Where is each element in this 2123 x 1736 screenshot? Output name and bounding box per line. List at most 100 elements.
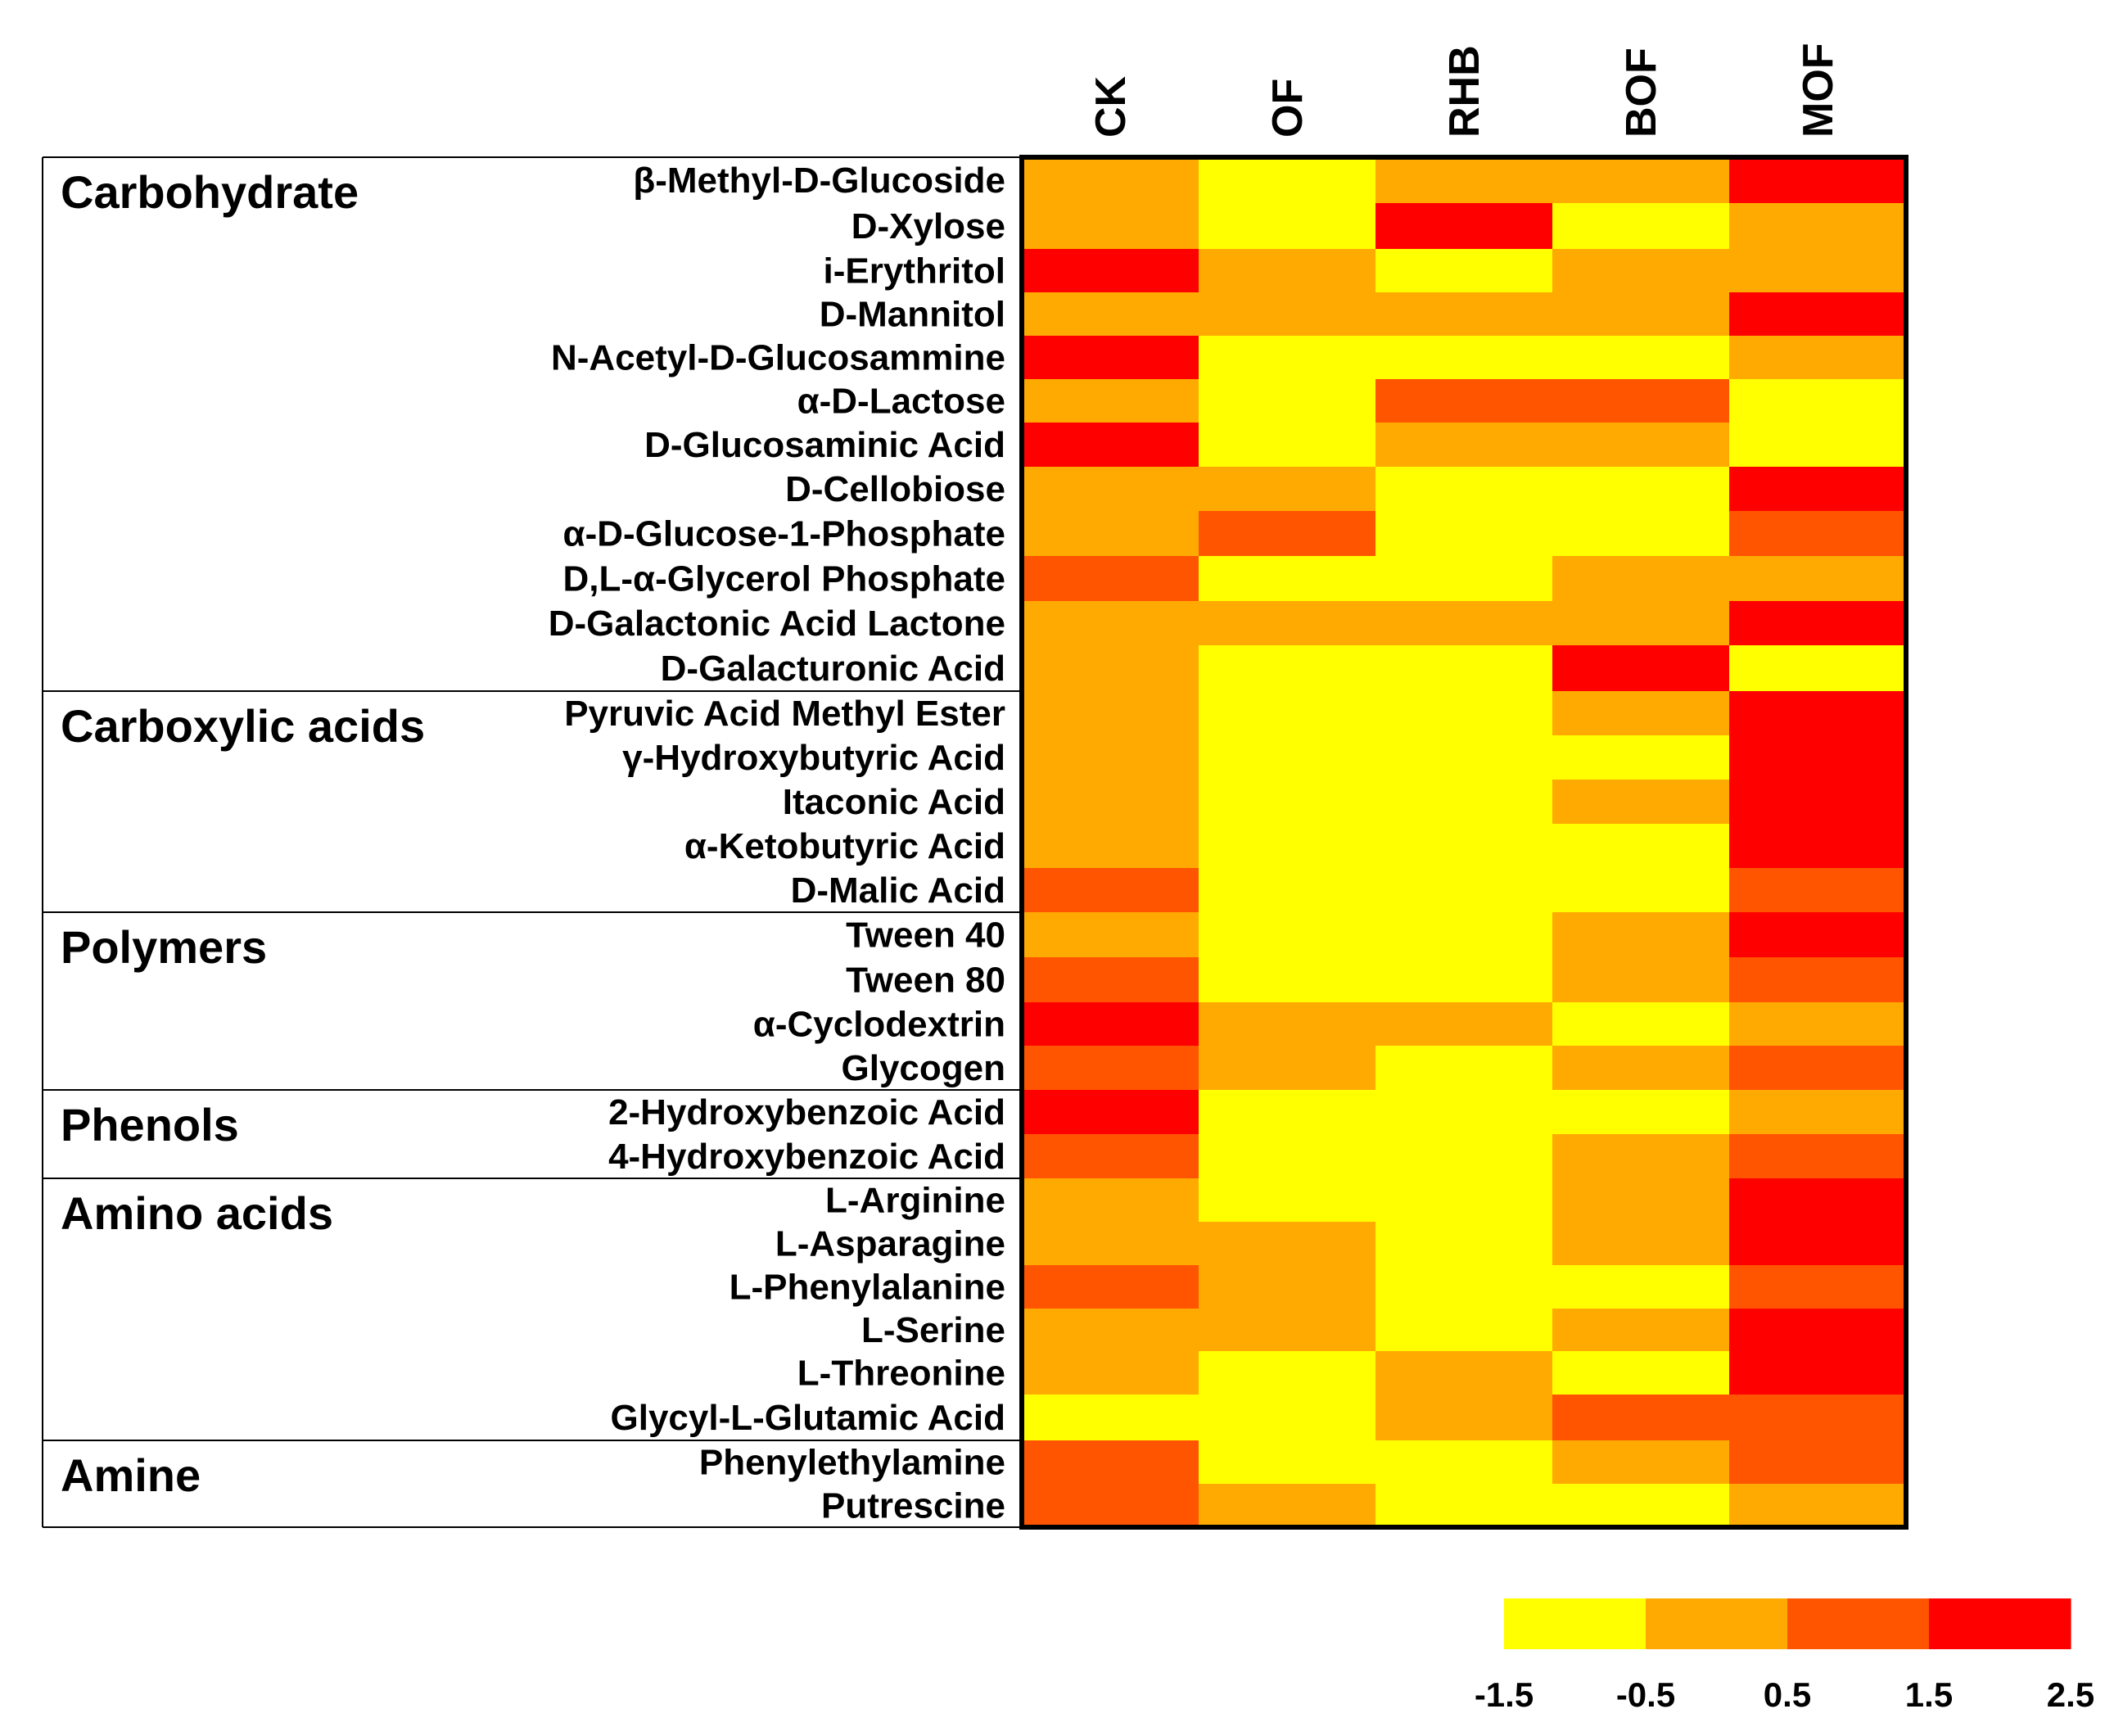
cell-d-lactose-ck bbox=[1022, 379, 1199, 423]
cell-l-asparagine-mof bbox=[1729, 1222, 1907, 1266]
row-label: L-Asparagine bbox=[775, 1224, 1005, 1264]
cell-glycyl-l-glutamic-acid-rhb bbox=[1375, 1395, 1553, 1441]
cell-l-threonine-mof bbox=[1729, 1351, 1907, 1395]
cell-cyclodextrin-rhb bbox=[1375, 1002, 1553, 1047]
cell-l-asparagine-ck bbox=[1022, 1222, 1199, 1266]
column-label-bof: BOF bbox=[1618, 47, 1665, 138]
cell-l-arginine-ck bbox=[1022, 1178, 1199, 1223]
cell-d-malic-acid-bof bbox=[1552, 868, 1730, 913]
cell-d-lactose-bof bbox=[1552, 379, 1730, 423]
cell-d-xylose-rhb bbox=[1375, 203, 1553, 250]
colorbar-tick-label: -1.5 bbox=[1475, 1675, 1534, 1714]
cell-d-malic-acid-ck bbox=[1022, 868, 1199, 913]
cell-l-arginine-bof bbox=[1552, 1178, 1730, 1223]
cell-l-phenylalanine-rhb bbox=[1375, 1265, 1553, 1309]
cell-d-l-glycerol-phosphate-mof bbox=[1729, 556, 1907, 602]
cell-tween-80-of bbox=[1199, 957, 1376, 1003]
cell-putrescine-of bbox=[1199, 1484, 1376, 1528]
group-label-panel: Carbohydrate Carboxylic acids Polymers Phen… bbox=[42, 156, 1019, 1528]
row-label: D-Galacturonic Acid bbox=[661, 649, 1005, 689]
cell-cyclodextrin-ck bbox=[1022, 1002, 1199, 1047]
column-label-of: OF bbox=[1264, 79, 1312, 138]
row-label: D-Xylose bbox=[851, 206, 1005, 246]
group-label-amine: Amine bbox=[61, 1449, 201, 1501]
cell-d-mannitol-bof bbox=[1552, 292, 1730, 337]
group-label-amino-acids: Amino acids bbox=[61, 1187, 333, 1239]
cell-4-hydroxybenzoic-acid-mof bbox=[1729, 1134, 1907, 1179]
cell-d-galactonic-acid-lactone-rhb bbox=[1375, 601, 1553, 646]
row-label: D-Mannitol bbox=[820, 295, 1005, 335]
row-label: Phenylethylamine bbox=[699, 1443, 1005, 1483]
cell-d-glucose-1-phosphate-ck bbox=[1022, 511, 1199, 557]
cell-l-threonine-bof bbox=[1552, 1351, 1730, 1395]
cell-d-galactonic-acid-lactone-bof bbox=[1552, 601, 1730, 646]
row-label: Itaconic Acid bbox=[783, 782, 1005, 822]
cell-ketobutyric-acid-mof bbox=[1729, 824, 1907, 869]
cell-2-hydroxybenzoic-acid-bof bbox=[1552, 1090, 1730, 1135]
cell-methyl-d-glucoside-ck bbox=[1022, 157, 1199, 204]
cell-l-serine-of bbox=[1199, 1309, 1376, 1352]
colorbar-tick-label: -0.5 bbox=[1616, 1675, 1675, 1714]
row-label: D,L-α-Glycerol Phosphate bbox=[563, 559, 1005, 599]
cell-i-erythritol-mof bbox=[1729, 249, 1907, 293]
cell-i-erythritol-bof bbox=[1552, 249, 1730, 293]
cell-itaconic-acid-rhb bbox=[1375, 780, 1553, 825]
row-label: α-D-Glucose-1-Phosphate bbox=[563, 514, 1005, 554]
cell-itaconic-acid-mof bbox=[1729, 780, 1907, 825]
cell-tween-80-rhb bbox=[1375, 957, 1553, 1003]
cell-d-mannitol-of bbox=[1199, 292, 1376, 337]
cell-l-phenylalanine-of bbox=[1199, 1265, 1376, 1309]
cell-tween-80-mof bbox=[1729, 957, 1907, 1003]
heatmap-cells bbox=[1022, 157, 1907, 1528]
cell-methyl-d-glucoside-of bbox=[1199, 157, 1376, 204]
cell-tween-40-mof bbox=[1729, 912, 1907, 958]
cell-i-erythritol-of bbox=[1199, 249, 1376, 293]
cell-d-glucosaminic-acid-mof bbox=[1729, 423, 1907, 468]
row-label: D-Galactonic Acid Lactone bbox=[549, 604, 1005, 644]
cell-d-glucosaminic-acid-rhb bbox=[1375, 423, 1553, 468]
row-label: L-Serine bbox=[861, 1310, 1005, 1350]
colorbar-tick-label: 0.5 bbox=[1764, 1675, 1811, 1714]
cell-l-asparagine-of bbox=[1199, 1222, 1376, 1266]
cell-glycogen-rhb bbox=[1375, 1046, 1553, 1091]
cell-2-hydroxybenzoic-acid-mof bbox=[1729, 1090, 1907, 1135]
colorbar-swatch bbox=[1646, 1598, 1788, 1649]
cell-d-galactonic-acid-lactone-of bbox=[1199, 601, 1376, 646]
cell-d-l-glycerol-phosphate-of bbox=[1199, 556, 1376, 602]
cell-ketobutyric-acid-ck bbox=[1022, 824, 1199, 869]
cell-tween-80-ck bbox=[1022, 957, 1199, 1003]
row-label: α-Cyclodextrin bbox=[753, 1005, 1005, 1045]
row-label: Pyruvic Acid Methyl Ester bbox=[564, 694, 1005, 734]
cell-l-phenylalanine-ck bbox=[1022, 1265, 1199, 1309]
cell-l-serine-mof bbox=[1729, 1309, 1907, 1352]
cell-d-galacturonic-acid-ck bbox=[1022, 645, 1199, 692]
cell-glycogen-of bbox=[1199, 1046, 1376, 1091]
cell-i-erythritol-rhb bbox=[1375, 249, 1553, 293]
cell-ketobutyric-acid-rhb bbox=[1375, 824, 1553, 869]
cell-phenylethylamine-mof bbox=[1729, 1440, 1907, 1485]
cell-d-glucosaminic-acid-ck bbox=[1022, 423, 1199, 468]
cell-d-glucose-1-phosphate-bof bbox=[1552, 511, 1730, 557]
cell-tween-40-bof bbox=[1552, 912, 1730, 958]
cell-tween-40-of bbox=[1199, 912, 1376, 958]
cell-pyruvic-acid-methyl-ester-rhb bbox=[1375, 691, 1553, 736]
cell-d-galacturonic-acid-of bbox=[1199, 645, 1376, 692]
cell-d-xylose-bof bbox=[1552, 203, 1730, 250]
column-label-rhb: RHB bbox=[1441, 45, 1488, 138]
cell-itaconic-acid-bof bbox=[1552, 780, 1730, 825]
cell-hydroxybutyric-acid-rhb bbox=[1375, 735, 1553, 780]
cell-pyruvic-acid-methyl-ester-ck bbox=[1022, 691, 1199, 736]
cell-d-cellobiose-ck bbox=[1022, 467, 1199, 512]
cell-itaconic-acid-of bbox=[1199, 780, 1376, 825]
cell-l-arginine-mof bbox=[1729, 1178, 1907, 1223]
cell-tween-80-bof bbox=[1552, 957, 1730, 1003]
cell-glycyl-l-glutamic-acid-ck bbox=[1022, 1395, 1199, 1441]
cell-cyclodextrin-mof bbox=[1729, 1002, 1907, 1047]
cell-d-xylose-ck bbox=[1022, 203, 1199, 250]
cell-d-xylose-mof bbox=[1729, 203, 1907, 250]
row-label: β-Methyl-D-Glucoside bbox=[633, 160, 1005, 201]
row-label: L-Arginine bbox=[825, 1181, 1005, 1221]
cell-l-phenylalanine-bof bbox=[1552, 1265, 1730, 1309]
cell-glycogen-bof bbox=[1552, 1046, 1730, 1091]
